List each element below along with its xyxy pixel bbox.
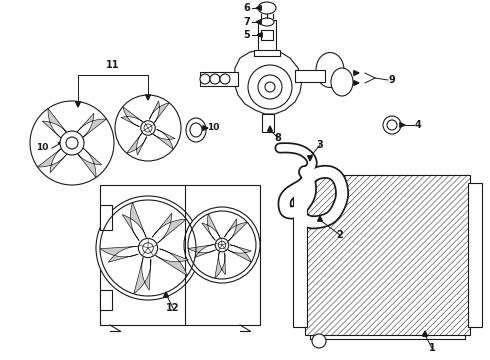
Circle shape — [138, 238, 158, 258]
Polygon shape — [354, 71, 359, 75]
Polygon shape — [256, 19, 261, 24]
Bar — [305, 175, 470, 335]
Polygon shape — [318, 216, 322, 221]
Circle shape — [60, 131, 84, 155]
Polygon shape — [228, 245, 251, 262]
Circle shape — [258, 75, 282, 99]
Bar — [262, 114, 274, 132]
Text: 4: 4 — [415, 120, 421, 130]
Text: 1: 1 — [429, 343, 436, 353]
Polygon shape — [400, 123, 405, 127]
Polygon shape — [146, 95, 150, 100]
Polygon shape — [121, 107, 143, 127]
Polygon shape — [38, 147, 68, 173]
Polygon shape — [268, 126, 272, 131]
Circle shape — [210, 74, 220, 84]
Bar — [258, 20, 276, 55]
Ellipse shape — [190, 123, 202, 137]
Polygon shape — [308, 156, 313, 161]
Text: 7: 7 — [244, 17, 250, 27]
Polygon shape — [76, 148, 102, 177]
Circle shape — [144, 124, 152, 132]
Text: 11: 11 — [106, 60, 120, 70]
Bar — [468, 183, 482, 327]
Text: 5: 5 — [244, 30, 250, 40]
Polygon shape — [234, 50, 302, 114]
Bar — [293, 183, 307, 327]
Ellipse shape — [260, 18, 274, 26]
Circle shape — [312, 334, 326, 348]
Bar — [261, 30, 273, 40]
Polygon shape — [203, 126, 208, 130]
Polygon shape — [134, 257, 151, 294]
Polygon shape — [42, 108, 68, 139]
Polygon shape — [422, 331, 427, 336]
Polygon shape — [256, 6, 261, 10]
Bar — [100, 205, 112, 230]
Polygon shape — [153, 129, 175, 149]
Circle shape — [141, 121, 155, 135]
Text: 8: 8 — [274, 133, 281, 143]
Ellipse shape — [258, 2, 276, 14]
Circle shape — [200, 74, 210, 84]
Bar — [100, 290, 112, 310]
Text: 3: 3 — [317, 140, 323, 150]
Polygon shape — [100, 246, 138, 262]
Polygon shape — [155, 249, 189, 276]
Text: 9: 9 — [389, 75, 395, 85]
Ellipse shape — [186, 118, 206, 142]
Circle shape — [67, 138, 77, 148]
Polygon shape — [127, 133, 147, 155]
Bar — [100, 185, 260, 325]
Polygon shape — [215, 252, 225, 278]
Ellipse shape — [316, 53, 344, 87]
Polygon shape — [202, 214, 220, 240]
Circle shape — [218, 241, 226, 249]
Polygon shape — [122, 203, 147, 240]
Circle shape — [63, 134, 81, 152]
Circle shape — [143, 243, 153, 253]
Polygon shape — [224, 219, 247, 241]
Polygon shape — [188, 244, 216, 257]
Polygon shape — [75, 102, 80, 107]
Polygon shape — [164, 292, 169, 297]
Circle shape — [66, 137, 78, 149]
Polygon shape — [58, 141, 63, 145]
Polygon shape — [149, 101, 170, 123]
Circle shape — [248, 65, 292, 109]
Bar — [200, 72, 238, 86]
Circle shape — [265, 82, 275, 92]
Text: 10: 10 — [36, 144, 48, 153]
Polygon shape — [257, 33, 262, 37]
Circle shape — [383, 116, 401, 134]
Polygon shape — [76, 113, 106, 139]
Circle shape — [220, 74, 230, 84]
Bar — [254, 50, 280, 56]
Polygon shape — [152, 213, 186, 243]
Circle shape — [96, 196, 200, 300]
Text: 12: 12 — [166, 303, 180, 313]
Circle shape — [387, 120, 397, 130]
Text: 10: 10 — [207, 123, 219, 132]
Polygon shape — [354, 81, 359, 85]
Bar — [295, 70, 325, 82]
Circle shape — [184, 207, 260, 283]
Ellipse shape — [331, 68, 353, 96]
Circle shape — [215, 238, 229, 252]
Text: 6: 6 — [244, 3, 250, 13]
Text: 2: 2 — [337, 230, 343, 240]
